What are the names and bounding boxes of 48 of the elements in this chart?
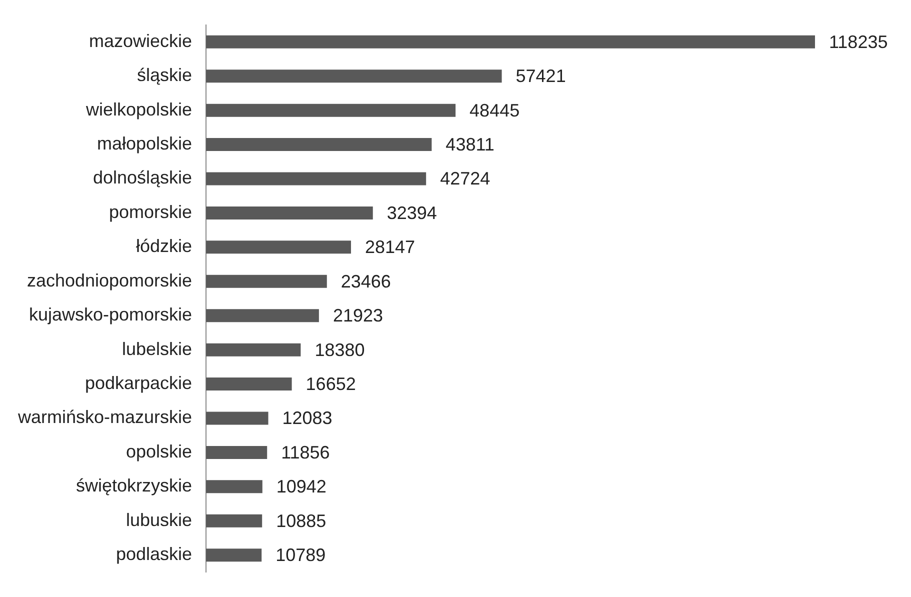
bar <box>206 412 268 425</box>
y-tick-label: dolnośląskie <box>92 168 192 188</box>
data-label: 12083 <box>282 408 332 428</box>
y-tick-label: opolskie <box>126 441 192 462</box>
y-tick-label: małopolskie <box>96 134 192 154</box>
bar <box>206 35 815 48</box>
y-tick-label: śląskie <box>137 65 192 86</box>
bar <box>206 480 262 494</box>
bar <box>206 70 502 83</box>
bar <box>206 309 319 322</box>
bar <box>206 104 456 117</box>
bar <box>206 206 373 220</box>
bar <box>206 378 292 391</box>
bar <box>206 172 426 186</box>
data-label: 57421 <box>516 66 566 86</box>
y-tick-label: podkarpackie <box>84 373 192 393</box>
y-tick-label: lubuskie <box>126 510 192 530</box>
bar <box>206 548 262 562</box>
y-tick-label: pomorskie <box>109 202 192 222</box>
bar <box>206 274 327 288</box>
y-tick-label: świętokrzyskie <box>76 476 192 496</box>
data-label: 118235 <box>829 32 888 52</box>
y-tick-label: zachodniopomorskie <box>26 270 192 290</box>
bar <box>206 514 262 528</box>
y-tick-label: warmińsko-mazurskie <box>16 407 192 428</box>
y-tick-label: kujawsko-pomorskie <box>28 304 192 325</box>
bar <box>206 138 432 152</box>
data-label: 10942 <box>276 476 326 497</box>
data-label: 18380 <box>314 340 365 360</box>
bar <box>206 446 268 459</box>
y-tick-label: łódzkie <box>136 236 192 256</box>
bar <box>206 240 352 254</box>
data-label: 43811 <box>446 134 494 155</box>
bar <box>206 343 301 356</box>
data-label: 10885 <box>276 510 326 531</box>
data-label: 10789 <box>276 545 326 566</box>
y-tick-label: mazowieckie <box>88 30 192 51</box>
data-label: 23466 <box>340 271 391 292</box>
data-label: 11856 <box>281 442 330 462</box>
data-label: 48445 <box>470 100 520 120</box>
data-label: 16652 <box>306 374 356 394</box>
data-label: 21923 <box>332 306 384 326</box>
y-tick-label: podlaskie <box>116 544 192 564</box>
data-label: 32394 <box>386 202 437 223</box>
y-tick-label: wielkopolskie <box>84 99 192 120</box>
data-label: 42724 <box>440 168 490 189</box>
y-tick-label: lubelskie <box>122 338 192 359</box>
data-label: 28147 <box>365 237 416 258</box>
